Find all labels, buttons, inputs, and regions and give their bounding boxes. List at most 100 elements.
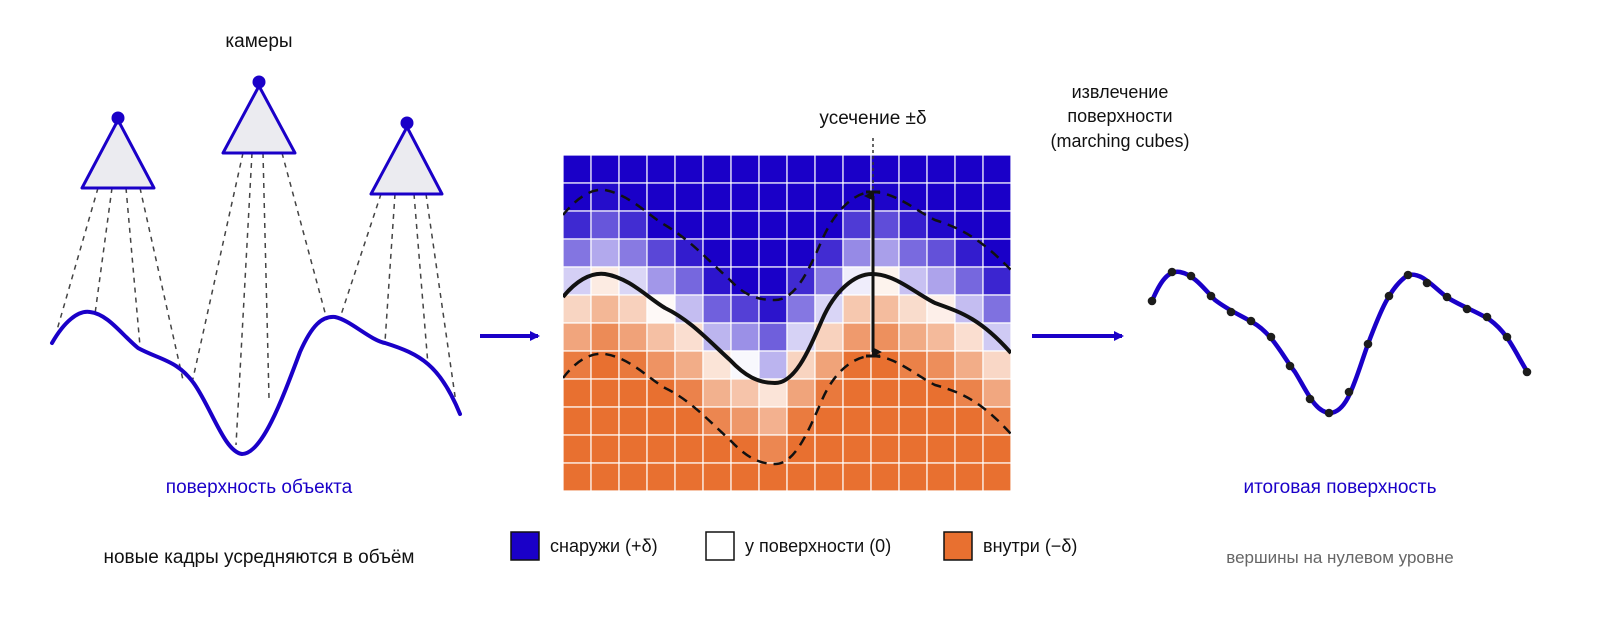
voxel-cell [730,210,760,240]
voxel-cell [590,378,620,408]
voxel-cell [982,294,1012,324]
zero-level-surface [563,271,1011,386]
voxel-cell [674,322,704,352]
left-panel: камеры поверхность объекта новые кадры у… [50,31,462,568]
voxel-cell [562,154,592,184]
camera-rays [56,152,458,446]
voxel-cell [730,406,760,436]
voxel-cell [898,154,928,184]
voxel-cell [786,378,816,408]
legend: снаружи (+δ) у поверхности (0) внутри (−… [510,531,1077,561]
voxel-cell [646,322,676,352]
surface-vertex [1206,291,1216,301]
voxel-cell [730,182,760,212]
truncation-lower-bound [563,352,1011,466]
voxel-cell [702,182,732,212]
voxel-cell [814,462,844,492]
voxel-cell [562,238,592,268]
surface-vertex [1147,296,1157,306]
voxel-cell [786,210,816,240]
voxel-cell [702,434,732,464]
surface-vertex [1226,307,1236,317]
voxel-cell [926,182,956,212]
voxel-cell [618,210,648,240]
voxel-cell [702,266,732,296]
voxel-cell [562,182,592,212]
object-surface-curve [50,309,462,457]
voxel-cell [590,406,620,436]
voxel-cell [590,266,620,296]
voxel-cell [870,210,900,240]
voxel-cell [954,406,984,436]
voxel-cell [730,266,760,296]
voxel-cell [870,154,900,184]
voxel-cell [842,294,872,324]
frames-note: новые кадры усредняются в объём [104,547,415,568]
voxel-cell [982,154,1012,184]
legend-label-inside: внутри (−δ) [983,536,1077,556]
voxel-cell [758,154,788,184]
voxel-cell [730,154,760,184]
voxel-cell [982,462,1012,492]
legend-label-surface: у поверхности (0) [745,536,891,556]
voxel-cell [618,294,648,324]
voxel-cell [898,182,928,212]
voxel-cell [954,350,984,380]
surface-vertex [1285,361,1295,371]
voxel-cell [618,434,648,464]
voxel-cell [730,322,760,352]
camera-1 [80,111,156,190]
voxel-cell [730,434,760,464]
voxel-cell [646,462,676,492]
surface-vertex [1502,332,1512,342]
voxel-cell [898,294,928,324]
voxel-cell [618,154,648,184]
voxel-cell [618,378,648,408]
voxel-cell [702,462,732,492]
voxel-cell [702,210,732,240]
voxel-cell [562,350,592,380]
voxel-cell [674,378,704,408]
voxel-cell [814,210,844,240]
voxel-cell [758,462,788,492]
voxel-cell [926,322,956,352]
voxel-cell [870,294,900,324]
voxel-cell [898,238,928,268]
voxel-cell [702,406,732,436]
voxel-cell [842,210,872,240]
surface-vertex [1324,408,1334,418]
voxel-cell [870,434,900,464]
voxel-cell [870,462,900,492]
extraction-label-line2: поверхности [1067,106,1172,126]
voxel-cell [758,350,788,380]
voxel-cell [982,182,1012,212]
voxel-cell [786,434,816,464]
voxel-cell [926,462,956,492]
voxel-cell [730,238,760,268]
voxel-cell [590,182,620,212]
voxel-cell [758,182,788,212]
voxel-cell [898,434,928,464]
voxel-cell [814,378,844,408]
voxel-cell [730,294,760,324]
surface-vertex [1305,394,1315,404]
voxel-cell [870,322,900,352]
extraction-label-line3: (marching cubes) [1050,131,1189,151]
surface-vertex [1186,271,1196,281]
legend-item-surface: у поверхности (0) [705,531,891,561]
voxel-cell [702,294,732,324]
voxel-cell [646,378,676,408]
legend-item-outside: снаружи (+δ) [510,531,658,561]
voxel-cell [870,406,900,436]
surface-vertex [1167,267,1177,277]
voxel-cell [926,238,956,268]
voxel-cell [758,322,788,352]
voxel-cell [898,322,928,352]
legend-label-outside: снаружи (+δ) [550,536,658,556]
voxel-cell [646,266,676,296]
voxel-cell [954,378,984,408]
voxel-cell [786,154,816,184]
voxel-cell [982,266,1012,296]
voxel-cell [674,266,704,296]
voxel-cell [646,182,676,212]
